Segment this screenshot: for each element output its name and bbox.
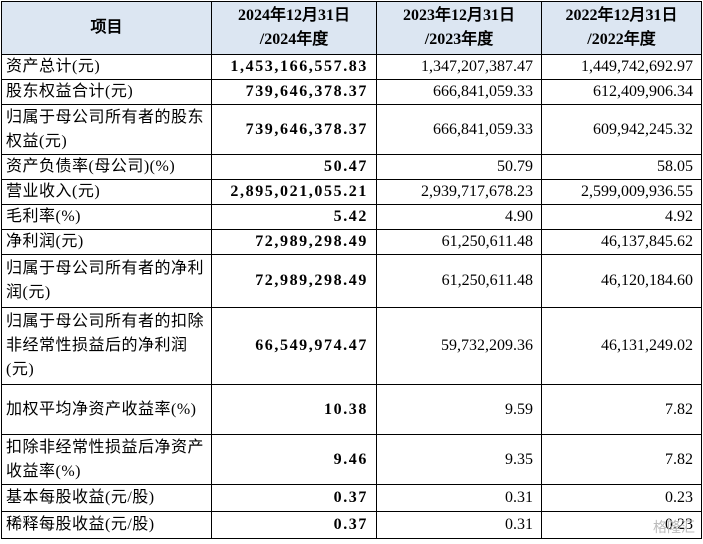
row-label: 归属于母公司所有者的净利润(元): [2, 255, 212, 308]
value-cell: 1,347,207,387.47: [377, 55, 542, 80]
value-cell: 2,895,021,055.21: [212, 180, 377, 205]
header-cell: 项目: [2, 2, 212, 55]
value-cell: 0.31: [377, 485, 542, 512]
value-cell: 9.35: [377, 435, 542, 485]
row-label: 归属于母公司所有者的股东权益(元): [2, 105, 212, 155]
row-label: 营业收入(元): [2, 180, 212, 205]
watermark: 格隆汇: [653, 517, 695, 537]
header-cell: 2024年12月31日 /2024年度: [212, 2, 377, 55]
value-cell: 9.59: [377, 385, 542, 435]
row-label: 扣除非经常性损益后净资产收益率(%): [2, 435, 212, 485]
value-cell: 46,131,249.02: [542, 308, 702, 385]
value-cell: 739,646,378.37: [212, 80, 377, 105]
value-cell: 4.90: [377, 205, 542, 230]
row-label: 毛利率(%): [2, 205, 212, 230]
value-cell: 0.23: [542, 485, 702, 512]
value-cell: 46,120,184.60: [542, 255, 702, 308]
row-label: 资产负债率(母公司)(%): [2, 155, 212, 180]
value-cell: 0.37: [212, 512, 377, 539]
row-label: 净利润(元): [2, 230, 212, 255]
value-cell: 9.46: [212, 435, 377, 485]
header-cell: 2022年12月31日 /2022年度: [542, 2, 702, 55]
row-label: 股东权益合计(元): [2, 80, 212, 105]
row-label: 资产总计(元): [2, 55, 212, 80]
value-cell: 61,250,611.48: [377, 255, 542, 308]
value-cell: 666,841,059.33: [377, 105, 542, 155]
header-cell: 2023年12月31日 /2023年度: [377, 2, 542, 55]
value-cell: 50.79: [377, 155, 542, 180]
value-cell: 72,989,298.49: [212, 255, 377, 308]
value-cell: 5.42: [212, 205, 377, 230]
value-cell: 1,453,166,557.83: [212, 55, 377, 80]
row-label: 基本每股收益(元/股): [2, 485, 212, 512]
value-cell: 666,841,059.33: [377, 80, 542, 105]
value-cell: 59,732,209.36: [377, 308, 542, 385]
value-cell: 0.31: [377, 512, 542, 539]
value-cell: 50.47: [212, 155, 377, 180]
value-cell: 612,409,906.34: [542, 80, 702, 105]
value-cell: 61,250,611.48: [377, 230, 542, 255]
value-cell: 58.05: [542, 155, 702, 180]
value-cell: 2,599,009,936.55: [542, 180, 702, 205]
value-cell: 0.37: [212, 485, 377, 512]
row-label: 归属于母公司所有者的扣除非经常性损益后的净利润(元): [2, 308, 212, 385]
value-cell: 66,549,974.47: [212, 308, 377, 385]
row-label: 加权平均净资产收益率(%): [2, 385, 212, 435]
value-cell: 4.92: [542, 205, 702, 230]
row-label: 稀释每股收益(元/股): [2, 512, 212, 539]
value-cell: 609,942,245.32: [542, 105, 702, 155]
value-cell: 2,939,717,678.23: [377, 180, 542, 205]
value-cell: 1,449,742,692.97: [542, 55, 702, 80]
value-cell: 72,989,298.49: [212, 230, 377, 255]
value-cell: 46,137,845.62: [542, 230, 702, 255]
value-cell: 7.82: [542, 385, 702, 435]
value-cell: 7.82: [542, 435, 702, 485]
value-cell: 10.38: [212, 385, 377, 435]
value-cell: 739,646,378.37: [212, 105, 377, 155]
